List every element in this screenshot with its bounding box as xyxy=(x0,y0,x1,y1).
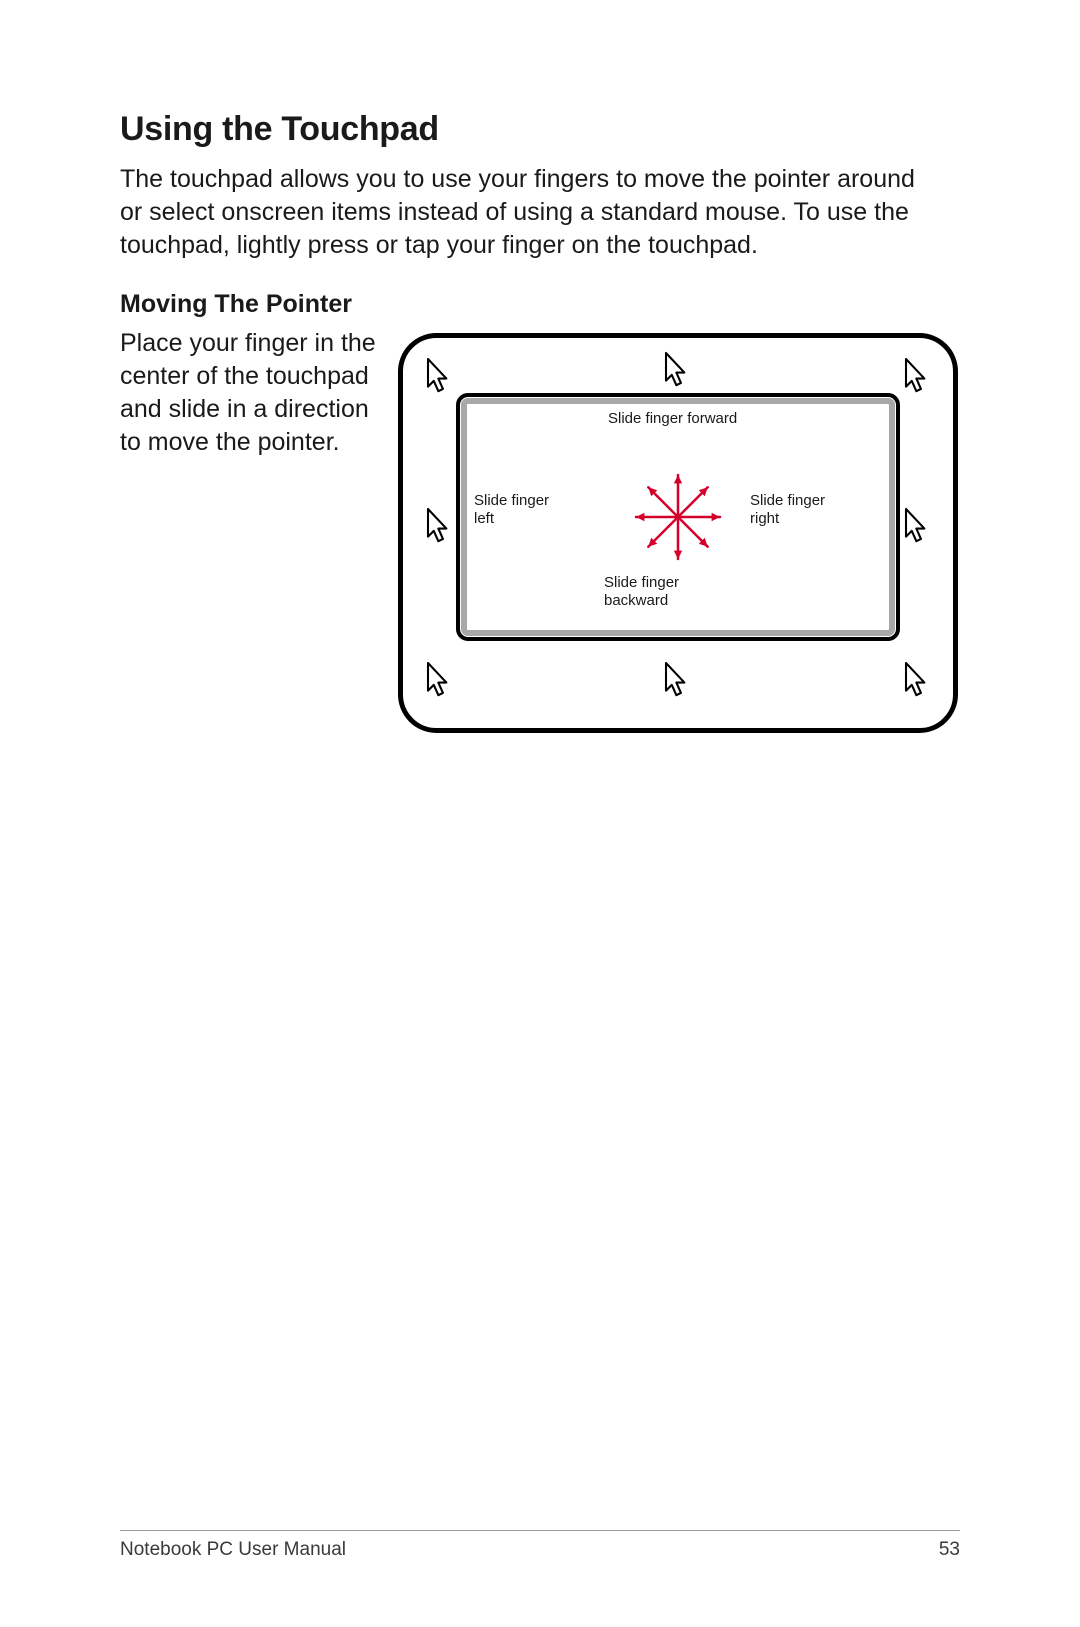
section-subhead: Moving The Pointer xyxy=(120,290,960,319)
footer-page-number: 53 xyxy=(939,1539,960,1561)
footer-left: Notebook PC User Manual xyxy=(120,1539,346,1561)
page-title: Using the Touchpad xyxy=(120,110,960,149)
intro-paragraph: The touchpad allows you to use your fing… xyxy=(120,163,940,262)
page-footer: Notebook PC User Manual 53 xyxy=(120,1530,960,1561)
touchpad-diagram: Slide finger forwardSlide fingerleftSlid… xyxy=(398,333,960,738)
section-row: Place your finger in the center of the t… xyxy=(120,327,960,738)
forward-label: Slide finger forward xyxy=(608,410,737,427)
section-side-text: Place your finger in the center of the t… xyxy=(120,327,380,459)
backward-label: Slide fingerbackward xyxy=(604,574,679,609)
manual-page: Using the Touchpad The touchpad allows y… xyxy=(0,0,1080,1627)
